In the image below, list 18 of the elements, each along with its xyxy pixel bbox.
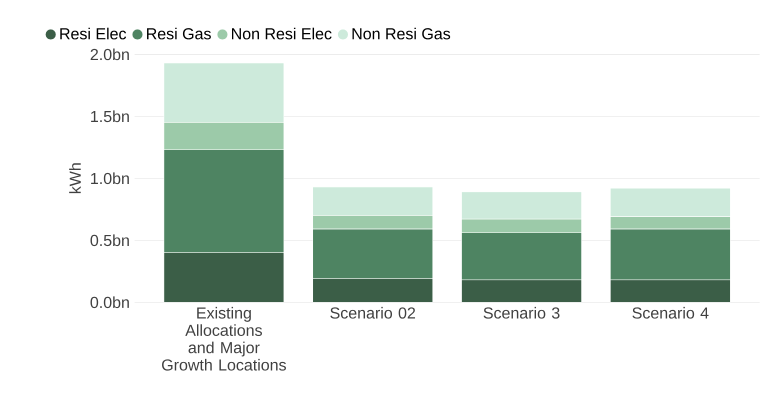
- bar: [462, 280, 582, 302]
- x-tick-label: Scenario 02: [330, 307, 416, 319]
- y-axis-title: kWh: [69, 163, 81, 194]
- x-tick-label: Scenario 4: [632, 307, 709, 319]
- x-tick-label: Scenario 3: [484, 307, 560, 319]
- bar: [164, 252, 284, 302]
- y-tick-label: 2.0bn: [90, 48, 129, 60]
- y-tick-label: 1.0bn: [91, 172, 129, 184]
- legend-label: Resi Elec: [60, 28, 126, 40]
- y-tick-label: 0.5bn: [90, 234, 129, 246]
- bar: [610, 280, 731, 302]
- bar: [312, 278, 433, 302]
- legend-label: Resi Gas: [147, 28, 211, 40]
- x-tick-label: Existing Allocations and Major Growth Locations: [162, 307, 286, 371]
- legend-label: Non Resi Elec: [232, 28, 332, 40]
- y-tick-label: 1.5bn: [91, 110, 129, 122]
- y-tick-label: 0.0bn: [90, 296, 129, 308]
- legend-label: Non Resi Gas: [352, 28, 450, 40]
